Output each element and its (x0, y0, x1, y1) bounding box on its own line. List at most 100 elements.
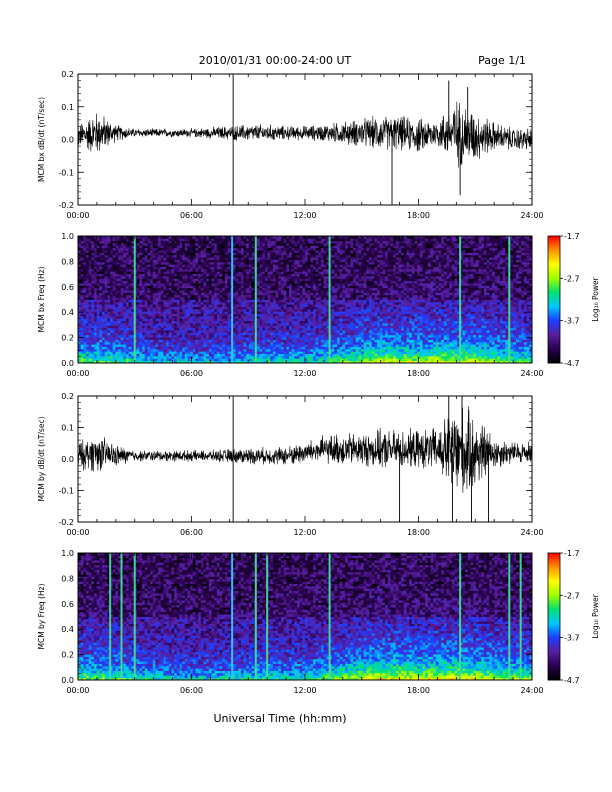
heatmap-cell (96, 292, 100, 296)
heatmap-cell (187, 311, 191, 315)
heatmap-cell (139, 360, 143, 364)
heatmap-cell (206, 327, 210, 331)
heatmap-cell (94, 254, 98, 258)
heatmap-cell (305, 304, 309, 307)
heatmap-cell (232, 320, 236, 324)
heatmap-cell (139, 353, 143, 357)
heatmap-cell (120, 308, 124, 312)
heatmap-cell (142, 252, 146, 256)
heatmap-cell (158, 334, 162, 338)
heatmap-cell (171, 257, 175, 260)
heatmap-cell (280, 243, 285, 246)
heatmap-cell (99, 250, 103, 253)
heatmap-cell (102, 250, 106, 253)
heatmap-cell (128, 339, 132, 343)
heatmap-cell (267, 236, 271, 239)
heatmap-cell (176, 334, 180, 338)
heatmap-cell (112, 290, 116, 293)
heatmap-cell (299, 318, 303, 322)
heatmap-cell (139, 257, 143, 260)
heatmap-cell (195, 252, 199, 256)
heatmap-cell (88, 301, 92, 305)
heatmap-cell (168, 344, 172, 347)
heatmap-cell (174, 297, 178, 300)
heatmap-cell (246, 315, 250, 319)
heatmap-cell (118, 264, 122, 267)
heatmap-cell (142, 275, 146, 279)
heatmap-cell (128, 341, 132, 345)
heatmap-cell (315, 330, 319, 333)
heatmap-cell (120, 278, 124, 282)
heatmap-cell (150, 308, 154, 312)
heatmap-cell (243, 292, 247, 296)
heatmap-cell (232, 294, 236, 298)
heatmap-cell (222, 337, 226, 340)
heatmap-cell (123, 304, 127, 307)
heatmap-cell (102, 320, 106, 324)
heatmap-cell (83, 353, 87, 357)
heatmap-cell (88, 264, 92, 267)
heatmap-cell (238, 308, 242, 312)
heatmap-cell (158, 348, 162, 352)
heatmap-cell (251, 327, 255, 331)
heatmap-cell (227, 323, 231, 326)
heatmap-cell (262, 259, 266, 263)
heatmap-cell (174, 245, 178, 249)
heatmap-cell (166, 287, 170, 291)
heatmap-cell (152, 313, 156, 317)
heatmap-cell (128, 306, 132, 310)
heatmap-cell (198, 325, 202, 329)
heatmap-cell (264, 247, 269, 251)
heatmap-cell (152, 297, 156, 300)
heatmap-cell (232, 243, 236, 246)
heatmap-cell (112, 243, 116, 246)
heatmap-cell (112, 332, 116, 336)
heatmap-cell (315, 252, 319, 256)
heatmap-cell (267, 247, 271, 251)
heatmap-cell (294, 311, 298, 315)
heatmap-cell (160, 264, 164, 267)
heatmap-cell (296, 313, 301, 317)
heatmap-cell (286, 294, 290, 298)
heatmap-cell (240, 264, 244, 267)
heatmap-cell (243, 318, 247, 322)
heatmap-cell (144, 323, 148, 326)
heatmap-cell (152, 358, 156, 362)
heatmap-cell (104, 325, 108, 329)
heatmap-cell (123, 297, 127, 300)
heatmap-cell (224, 318, 228, 322)
heatmap-cell (176, 259, 180, 263)
heatmap-cell (91, 254, 95, 258)
heatmap-cell (264, 245, 269, 249)
heatmap-cell (118, 297, 122, 300)
heatmap-cell (227, 283, 231, 286)
heatmap-cell (136, 344, 140, 347)
heatmap-cell (267, 271, 271, 275)
heatmap-cell (307, 294, 311, 298)
heatmap-cell (296, 240, 301, 244)
heatmap-cell (131, 283, 135, 286)
heatmap-cell (176, 327, 180, 331)
heatmap-cell (299, 299, 303, 303)
heatmap-cell (227, 351, 231, 354)
heatmap-cell (299, 252, 303, 256)
heatmap-cell (78, 273, 82, 277)
heatmap-cell (112, 339, 116, 343)
heatmap-cell (136, 254, 140, 258)
heatmap-cell (264, 240, 269, 244)
heatmap-cell (211, 240, 215, 244)
heatmap-cell (115, 325, 119, 329)
heatmap-cell (139, 294, 143, 298)
heatmap-cell (78, 339, 82, 343)
heatmap-cell (280, 358, 285, 362)
heatmap-cell (187, 306, 191, 310)
heatmap-cell (291, 240, 295, 244)
heatmap-cell (160, 355, 164, 359)
heatmap-cell (283, 348, 287, 352)
heatmap-cell (224, 339, 228, 343)
heatmap-cell (307, 236, 311, 239)
heatmap-cell (286, 245, 290, 249)
heatmap-cell (232, 245, 236, 249)
heatmap-cell (294, 294, 298, 298)
heatmap-cell (99, 353, 103, 357)
